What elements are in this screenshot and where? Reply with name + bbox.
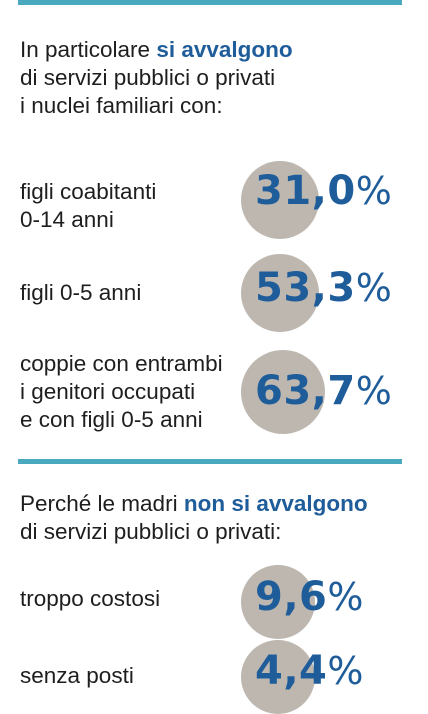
section1-heading: In particolare si avvalgono di servizi p… [20,36,293,120]
stat-label: coppie con entrambi i genitori occupati … [20,350,223,434]
stat-value: 4,4% [255,648,364,694]
label-line: senza posti [20,663,134,688]
stat-value: 53,3% [255,265,393,311]
heading-highlight: si avvalgono [156,37,293,62]
heading-highlight: non si avvalgono [183,491,368,516]
heading-text: In particolare [20,37,151,62]
heading-line: di servizi pubblici o privati: [20,519,282,544]
heading-line: i nuclei familiari con: [20,93,223,118]
label-line: i genitori occupati [20,379,196,404]
stat-figure: 63,7% [241,345,426,445]
label-line: coppie con entrambi [20,351,223,376]
circle-background [241,565,315,639]
circle-background [241,254,319,332]
stat-value: 31,0% [255,168,393,214]
stat-label: figli coabitanti 0-14 anni [20,178,156,234]
percent-sign: % [355,266,393,310]
stat-value: 9,6% [255,574,364,620]
label-line: 0-14 anni [20,207,114,232]
stat-figure: 9,6% [241,560,426,640]
section-divider [18,459,402,464]
heading-line: di servizi pubblici o privati [20,65,276,90]
percent-sign: % [355,369,393,413]
stat-figure: 31,0% [241,157,426,247]
stat-value: 63,7% [255,368,393,414]
percent-sign: % [327,575,364,619]
circle-background [241,161,319,239]
section2-heading: Perché le madri non si avvalgono di serv… [20,490,368,546]
label-line: figli coabitanti [20,179,157,204]
top-divider [18,0,402,5]
stat-label: troppo costosi [20,585,160,613]
percent-sign: % [327,649,364,693]
stat-label: senza posti [20,662,134,690]
label-line: troppo costosi [20,586,161,611]
percent-sign: % [355,169,393,213]
stat-figure: 4,4% [241,636,426,714]
circle-background [241,350,325,434]
stat-label: figli 0-5 anni [20,279,141,307]
label-line: e con figli 0-5 anni [20,407,203,432]
label-line: figli 0-5 anni [20,280,142,305]
stat-figure: 53,3% [241,250,426,340]
circle-background [241,640,315,714]
heading-text: Perché le madri [20,491,178,516]
